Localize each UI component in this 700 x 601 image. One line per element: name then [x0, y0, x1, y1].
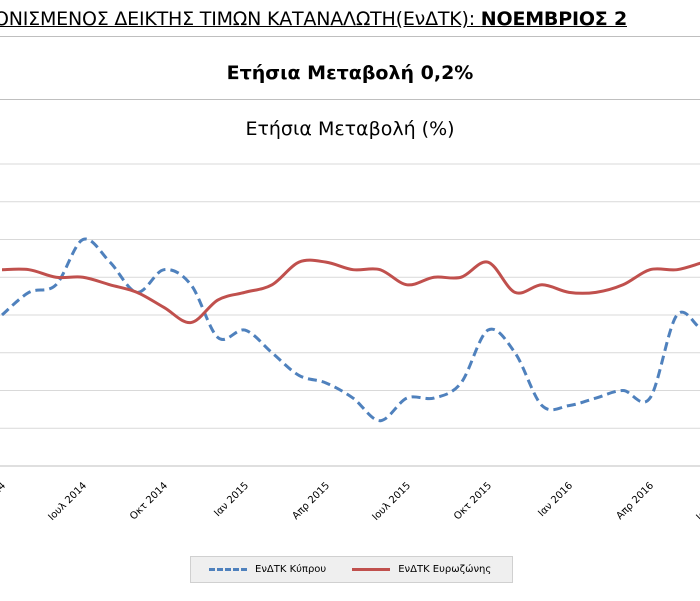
- x-tick-label: Απρ 2016: [615, 480, 657, 522]
- divider-top: [0, 36, 700, 37]
- chart-title: Ετήσια Μεταβολή (%): [245, 118, 455, 140]
- legend-item-eurozone: ΕνΔΤΚ Ευρωζώνης: [352, 564, 491, 575]
- chart-legend: ΕνΔΤΚ Κύπρου ΕνΔΤΚ Ευρωζώνης: [190, 556, 513, 583]
- x-tick-label: Απρ 2015: [291, 480, 333, 522]
- header-title: ΟΝΙΣΜΕΝΟΣ ΔΕΙΚΤΗΣ ΤΙΜΩΝ ΚΑΤΑΝΑΛΩΤΗ(ΕνΔΤΚ…: [0, 8, 700, 30]
- x-tick-label: Οκτ 2015: [452, 480, 494, 522]
- x-tick-label: Ιουλ 2014: [46, 480, 89, 523]
- subtitle: Ετήσια Μεταβολή 0,2%: [226, 62, 474, 84]
- divider-middle: [0, 99, 700, 100]
- chart-series-layer: [1, 237, 700, 423]
- x-tick-label: Απρ 2014: [0, 480, 8, 522]
- series-line-cyprus: [1, 237, 700, 423]
- legend-swatch-eurozone: [352, 568, 391, 571]
- x-tick-label: Ιαν 2015: [212, 480, 251, 519]
- legend-label-eurozone: ΕνΔΤΚ Ευρωζώνης: [398, 564, 492, 575]
- x-axis-ticks: Απρ 2014 Ιουλ 2014 Οκτ 2014 Ιαν 2015 Απρ 201…: [0, 480, 700, 523]
- legend-item-cyprus: ΕνΔΤΚ Κύπρου: [209, 564, 326, 575]
- x-tick-label: Οκτ 2014: [128, 480, 170, 522]
- x-tick-label: Ιαν 2016: [536, 480, 575, 519]
- header-title-month: ΝΟΕΜΒΡΙΟΣ 2: [480, 8, 627, 30]
- header-title-prefix: ΟΝΙΣΜΕΝΟΣ ΔΕΙΚΤΗΣ ΤΙΜΩΝ ΚΑΤΑΝΑΛΩΤΗ(ΕνΔΤΚ…: [0, 8, 481, 30]
- series-line-eurozone: [1, 258, 700, 325]
- legend-swatch-cyprus: [209, 568, 247, 571]
- chart-grid: [0, 163, 700, 467]
- x-tick-label: Ιουλ 2016: [694, 480, 700, 523]
- x-tick-label: Ιουλ 2015: [370, 480, 413, 523]
- legend-label-cyprus: ΕνΔΤΚ Κύπρου: [255, 564, 327, 575]
